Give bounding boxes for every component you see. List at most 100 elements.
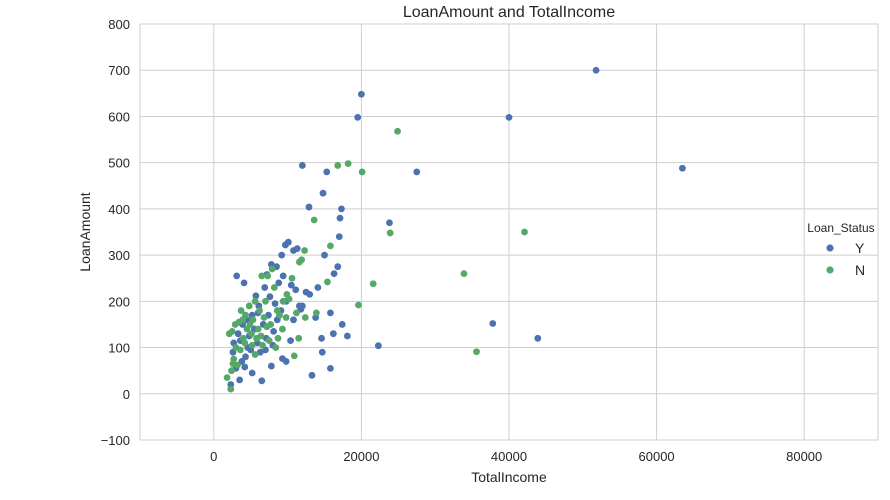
y-tick-label: 400	[108, 202, 130, 217]
data-point	[413, 168, 421, 176]
data-point	[358, 168, 366, 176]
y-tick-label: 800	[108, 17, 130, 32]
data-point	[257, 332, 265, 340]
data-point	[279, 325, 286, 333]
data-point	[265, 337, 273, 345]
legend-marker-n	[826, 266, 834, 274]
x-tick-label: 80000	[786, 449, 822, 464]
data-point	[288, 274, 296, 282]
y-tick-label: 200	[108, 294, 130, 309]
data-point	[225, 330, 233, 338]
data-point	[287, 281, 295, 289]
data-point	[251, 351, 259, 358]
data-point	[330, 270, 338, 277]
data-point	[256, 348, 264, 356]
data-point	[334, 263, 342, 271]
data-point	[258, 272, 266, 280]
data-point	[338, 321, 346, 328]
y-tick-label: 0	[123, 387, 130, 402]
data-point	[274, 334, 282, 342]
y-tick-label: 600	[108, 109, 130, 124]
data-point	[324, 278, 331, 286]
data-point	[276, 311, 283, 319]
y-tick-labels: −100 0 100 200 300 400 500 600 700 800	[101, 17, 130, 448]
data-point	[278, 251, 286, 259]
data-point	[262, 297, 269, 305]
y-tick-label: 300	[108, 248, 130, 263]
data-point	[329, 330, 337, 338]
data-point	[279, 355, 286, 363]
data-point	[271, 300, 279, 308]
data-point	[335, 233, 343, 241]
data-point	[369, 280, 377, 288]
data-point	[248, 330, 255, 338]
y-tick-label: 700	[108, 63, 130, 78]
data-point	[318, 334, 325, 342]
legend-marker-y	[826, 244, 834, 252]
data-point	[270, 284, 278, 291]
data-point	[296, 258, 303, 266]
data-point	[323, 168, 331, 176]
data-point	[298, 162, 306, 169]
data-point	[301, 314, 309, 321]
x-axis-label: TotalIncome	[471, 469, 547, 485]
data-point	[228, 367, 235, 375]
data-point	[327, 309, 334, 317]
data-point	[489, 320, 497, 327]
data-point	[460, 270, 468, 277]
data-point	[306, 291, 314, 298]
data-point	[374, 342, 382, 350]
data-point	[473, 348, 480, 356]
data-point	[355, 301, 362, 309]
data-point	[505, 113, 513, 121]
data-point	[279, 297, 287, 305]
data-point	[266, 293, 274, 301]
data-point	[245, 302, 253, 310]
x-tick-label: 40000	[491, 449, 527, 464]
y-axis-label: LoanAmount	[77, 192, 93, 272]
data-point	[394, 127, 401, 135]
data-point	[227, 385, 235, 393]
data-point	[256, 307, 263, 314]
data-point	[308, 371, 316, 379]
data-point	[233, 272, 241, 280]
data-point	[261, 284, 269, 291]
data-point	[259, 341, 266, 349]
data-point	[290, 316, 297, 324]
legend-items: YN	[826, 240, 865, 278]
data-point	[240, 279, 248, 287]
data-point	[251, 297, 259, 305]
legend: Loan_Status YN	[807, 221, 874, 278]
x-tick-label: 60000	[639, 449, 675, 464]
legend-label-y: Y	[855, 240, 865, 256]
data-point	[290, 352, 298, 360]
x-tick-label: 0	[210, 449, 217, 464]
y-tick-label: 100	[108, 341, 130, 356]
data-point	[521, 228, 528, 236]
legend-title: Loan_Status	[807, 221, 874, 235]
chart-title: LoanAmount and TotalIncome	[403, 4, 615, 21]
data-point	[312, 309, 320, 317]
data-point	[319, 189, 327, 197]
data-point	[267, 321, 275, 328]
data-point	[267, 362, 275, 370]
data-point	[248, 369, 256, 377]
series-n	[223, 127, 528, 393]
data-point	[679, 164, 686, 172]
data-point	[231, 321, 239, 328]
data-point	[264, 272, 272, 280]
data-point	[246, 321, 254, 328]
data-point	[239, 334, 247, 342]
data-point	[310, 216, 318, 224]
data-point	[236, 376, 244, 384]
data-point	[295, 334, 303, 342]
data-point	[234, 330, 242, 338]
data-point	[318, 348, 326, 356]
data-point	[237, 307, 245, 314]
data-point	[223, 374, 231, 381]
data-point	[327, 242, 334, 250]
data-point	[338, 205, 345, 213]
x-tick-label: 20000	[343, 449, 379, 464]
data-point	[592, 66, 600, 74]
